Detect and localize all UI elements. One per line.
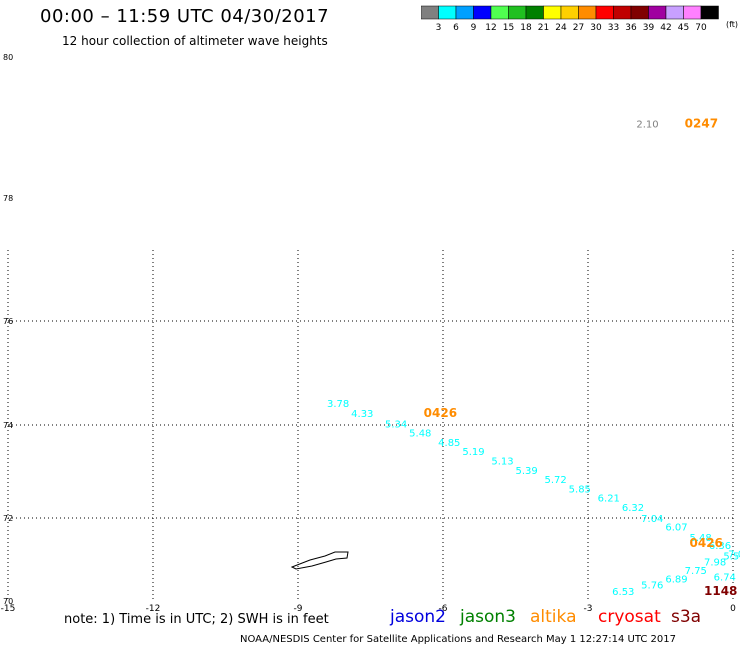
color-scale-label: 24 — [555, 23, 567, 33]
color-scale-legend: 3 6 9 12 15 18 21 24 27 30 33 36 39 42 45 70 — [421, 5, 719, 33]
y-tick-label: 70 — [3, 597, 13, 606]
color-scale-label: 21 — [538, 23, 549, 33]
color-scale-label: 9 — [471, 23, 477, 33]
color-swatch — [700, 5, 719, 20]
color-scale-label: 33 — [608, 23, 619, 33]
color-scale-label: 30 — [590, 23, 602, 33]
color-scale-label: 42 — [660, 23, 671, 33]
color-scale-label: 27 — [573, 23, 584, 33]
y-tick-label: 74 — [3, 421, 13, 430]
y-tick-label: 72 — [3, 514, 13, 523]
y-tick-label: 80 — [3, 53, 13, 62]
x-tick-label: -3 — [584, 604, 593, 614]
x-tick-label: 0 — [730, 604, 736, 614]
satellite-legend-item: altika — [530, 607, 577, 627]
color-scale-label: 36 — [625, 23, 637, 33]
credit-line: NOAA/NESDIS Center for Satellite Applica… — [240, 634, 676, 645]
wave-height-label: 5.76 — [641, 581, 663, 592]
satellite-legend-item: jason3 — [460, 607, 516, 627]
wave-height-label: 6.36 — [709, 541, 731, 552]
color-scale-unit: (ft) — [726, 20, 739, 29]
color-scale-label: 18 — [520, 23, 532, 33]
wave-height-label: 5.39 — [516, 466, 538, 477]
pass-time-label: 0426 — [690, 536, 723, 550]
wave-height-label: 6.32 — [622, 503, 644, 514]
wave-height-label: 6.74 — [714, 572, 736, 583]
wave-height-label: 5.48 — [690, 533, 712, 544]
wave-height-label: 7.07 — [728, 549, 740, 560]
wave-height-label: 5.34 — [385, 419, 407, 430]
satellite-legend-item: s3a — [671, 607, 702, 627]
page-title: 00:00 – 11:59 UTC 04/30/2017 — [40, 6, 330, 27]
wave-height-label: 5.13 — [491, 457, 513, 468]
footnote: note: 1) Time is in UTC; 2) SWH is in fe… — [64, 612, 329, 627]
color-scale-label: 6 — [453, 23, 459, 33]
y-tick-label: 78 — [3, 194, 13, 203]
wave-height-label: 4.85 — [438, 438, 460, 449]
pass-time-label: 0247 — [685, 117, 718, 131]
x-tick-label: -15 — [1, 604, 16, 614]
wave-height-label: 6.89 — [665, 574, 687, 585]
wave-height-label: 7.75 — [685, 566, 707, 577]
color-scale-label: 39 — [643, 23, 655, 33]
wave-height-label: 5.19 — [462, 447, 484, 458]
x-tick-label: -6 — [439, 604, 448, 614]
wave-height-label: 7.98 — [704, 558, 726, 569]
color-scale-label: 12 — [485, 23, 496, 33]
y-tick-label: 76 — [3, 317, 13, 326]
wave-height-label: 7.04 — [641, 514, 663, 525]
wave-height-label: 4.33 — [351, 409, 373, 420]
satellite-legend-item: cryosat — [598, 607, 661, 627]
coastline — [290, 551, 349, 570]
wave-height-label: 6.07 — [665, 522, 687, 533]
x-tick-label: -9 — [294, 604, 303, 614]
satellite-legend-item: jason2 — [390, 607, 446, 627]
color-scale-label: 15 — [503, 23, 514, 33]
pass-time-label: 0426 — [424, 406, 457, 420]
color-scale-label: 3 — [436, 23, 442, 33]
wave-height-label: 6.21 — [598, 494, 620, 505]
color-scale-label: 70 — [695, 23, 707, 33]
wave-height-label: 5.72 — [545, 475, 567, 486]
wave-height-label: 6.53 — [612, 587, 634, 598]
page-subtitle: 12 hour collection of altimeter wave hei… — [62, 34, 328, 48]
pass-time-label: 1148 — [704, 584, 737, 598]
wave-height-label: 5.48 — [409, 429, 431, 440]
wave-height-label: 3.78 — [327, 399, 349, 410]
wave-height-label: 5.56 — [723, 552, 740, 563]
wave-height-label: 2.10 — [636, 120, 658, 131]
wave-height-label: 5.85 — [569, 484, 591, 495]
color-scale-label: 45 — [678, 23, 689, 33]
x-tick-label: -12 — [146, 604, 161, 614]
